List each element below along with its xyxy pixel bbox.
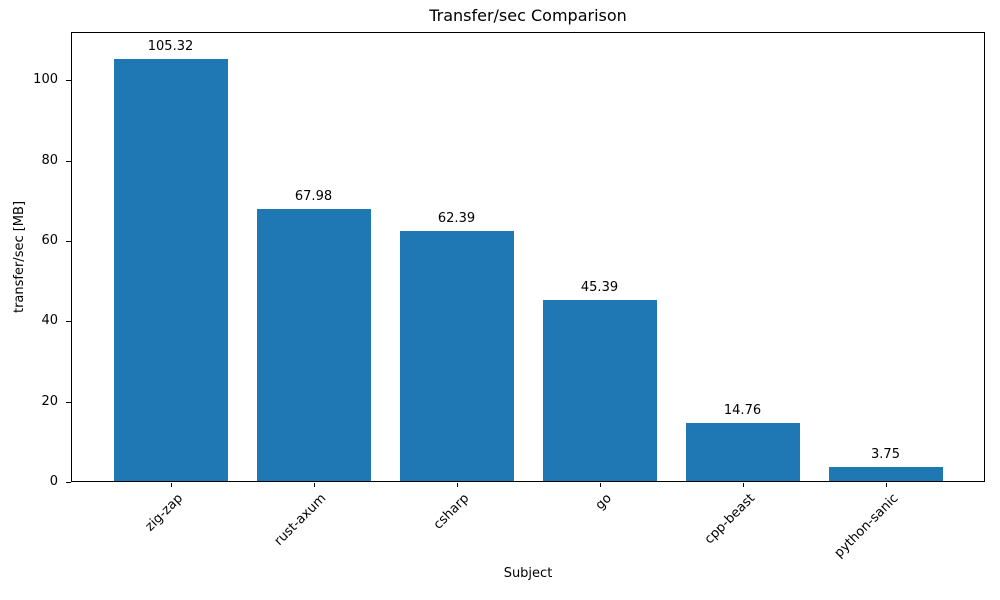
- y-tick-mark: [66, 321, 71, 322]
- y-axis-label: transfer/sec [MB]: [12, 200, 27, 314]
- bar: [399, 231, 514, 481]
- y-tick-label: 0: [49, 474, 58, 489]
- bar-value-label: 105.32: [147, 39, 194, 54]
- x-tick-mark: [599, 483, 601, 487]
- bar-value-label: 3.75: [871, 447, 900, 462]
- x-tick-label: python-sanic: [831, 491, 902, 561]
- x-tick-mark: [313, 483, 315, 487]
- bar: [828, 467, 943, 481]
- x-tick-label: zig-zap: [142, 491, 187, 535]
- chart-title: Transfer/sec Comparison: [429, 6, 627, 25]
- x-tick-mark: [742, 483, 744, 487]
- y-tick-mark: [66, 241, 71, 242]
- y-tick-label: 100: [33, 72, 58, 87]
- y-tick-mark: [66, 80, 71, 81]
- x-tick-label: cpp-beast: [701, 491, 759, 548]
- x-tick-label: rust-axum: [271, 491, 330, 549]
- x-tick-mark: [170, 483, 172, 487]
- bar: [542, 300, 657, 481]
- y-tick-label: 60: [41, 233, 58, 248]
- x-tick-mark: [885, 483, 887, 487]
- y-tick-label: 40: [41, 313, 58, 328]
- y-tick-mark: [66, 402, 71, 403]
- y-tick-label: 80: [41, 153, 58, 168]
- y-tick-mark: [66, 482, 71, 483]
- x-tick-mark: [456, 483, 458, 487]
- bar-value-label: 67.98: [294, 189, 333, 204]
- bar-value-label: 14.76: [723, 403, 762, 418]
- bar: [256, 209, 371, 481]
- bar-value-label: 45.39: [580, 280, 619, 295]
- y-tick-mark: [66, 161, 71, 162]
- y-tick-label: 20: [41, 394, 58, 409]
- bar: [113, 59, 228, 481]
- x-axis-label: Subject: [503, 566, 553, 581]
- x-tick-label: go: [593, 491, 616, 514]
- bar: [685, 423, 800, 481]
- bar-value-label: 62.39: [437, 211, 476, 226]
- x-tick-label: csharp: [430, 491, 473, 533]
